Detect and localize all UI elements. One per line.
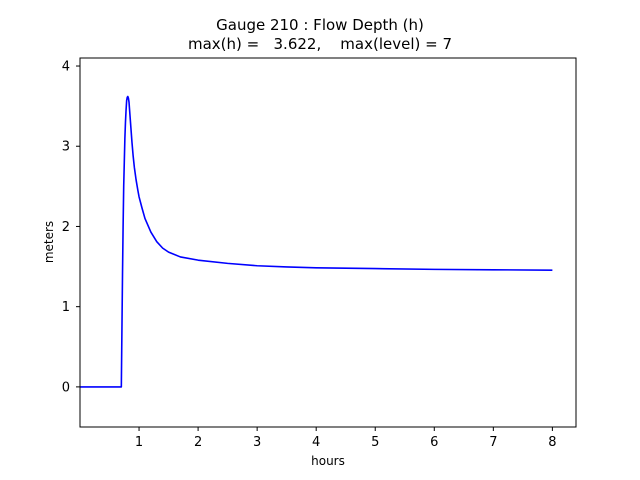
y-axis-label: meters xyxy=(42,220,56,264)
series-layer xyxy=(80,95,553,388)
x-tick-label: 4 xyxy=(312,435,320,450)
chart-subtitle: max(h) = 3.622, max(level) = 7 xyxy=(187,35,453,53)
y-tick-label: 2 xyxy=(62,220,70,235)
y-tick-label: 0 xyxy=(62,380,70,395)
chart-title: Gauge 210 : Flow Depth (h) xyxy=(216,16,424,34)
series-line xyxy=(80,95,553,388)
x-tick-label: 1 xyxy=(135,435,143,450)
x-tick-label: 3 xyxy=(253,435,261,450)
x-tick-label: 8 xyxy=(548,435,556,450)
x-axis-ticks: 1 2 3 4 5 6 7 8 xyxy=(135,427,557,450)
axes-frame xyxy=(79,57,577,428)
x-tick-label: 6 xyxy=(430,435,438,450)
x-tick-label: 5 xyxy=(371,435,379,450)
y-tick-label: 4 xyxy=(62,60,70,75)
y-tick-label: 1 xyxy=(62,300,70,315)
y-axis-ticks: 0 1 2 3 4 xyxy=(62,60,80,395)
x-axis-label: hours xyxy=(311,454,345,468)
y-tick-label: 3 xyxy=(62,140,70,155)
x-tick-label: 7 xyxy=(489,435,497,450)
x-tick-label: 2 xyxy=(194,435,202,450)
